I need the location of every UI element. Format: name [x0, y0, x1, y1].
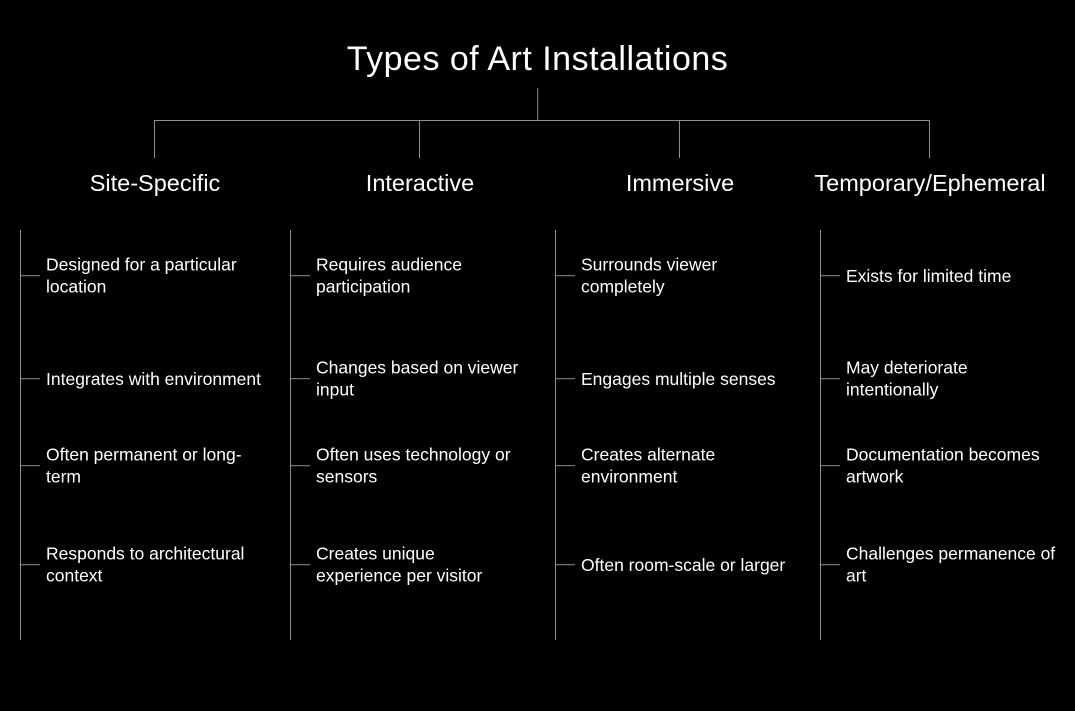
- category-connector-temporary: [929, 120, 930, 158]
- item-immersive-1: Engages multiple senses: [555, 359, 795, 399]
- item-text: Responds to architectural context: [46, 543, 270, 588]
- item-text: Surrounds viewer completely: [581, 254, 795, 299]
- item-tick: [20, 378, 40, 379]
- item-tick: [20, 465, 40, 466]
- item-interactive-1: Changes based on viewer input: [290, 359, 525, 399]
- category-label-site-specific: Site-Specific: [90, 170, 221, 197]
- item-tick: [820, 378, 840, 379]
- item-text: Engages multiple senses: [581, 368, 795, 390]
- column-immersive: Surrounds viewer completely Engages multi…: [555, 230, 795, 640]
- item-text: Documentation becomes artwork: [846, 444, 1060, 489]
- item-site-specific-1: Integrates with environment: [20, 359, 270, 399]
- item-temporary-1: May deteriorate intentionally: [820, 359, 1060, 399]
- item-text: Creates unique experience per visitor: [316, 543, 525, 588]
- item-site-specific-3: Responds to architectural context: [20, 545, 270, 585]
- item-immersive-0: Surrounds viewer completely: [555, 256, 795, 296]
- trunk-line: [537, 88, 538, 120]
- item-tick: [555, 275, 575, 276]
- item-site-specific-0: Designed for a particular location: [20, 256, 270, 296]
- item-tick: [820, 465, 840, 466]
- item-temporary-0: Exists for limited time: [820, 256, 1060, 296]
- column-site-specific: Designed for a particular location Integr…: [20, 230, 270, 640]
- item-site-specific-2: Often permanent or long-term: [20, 446, 270, 486]
- category-label-interactive: Interactive: [366, 170, 474, 197]
- item-text: Requires audience participation: [316, 254, 525, 299]
- item-tick: [20, 564, 40, 565]
- category-connector-immersive: [679, 120, 680, 158]
- item-text: Often uses technology or sensors: [316, 444, 525, 489]
- item-temporary-2: Documentation becomes artwork: [820, 446, 1060, 486]
- item-tick: [290, 465, 310, 466]
- item-tick: [555, 465, 575, 466]
- column-interactive: Requires audience participation Changes b…: [290, 230, 525, 640]
- item-temporary-3: Challenges permanence of art: [820, 545, 1060, 585]
- item-text: Changes based on viewer input: [316, 357, 525, 402]
- item-immersive-3: Often room-scale or larger: [555, 545, 795, 585]
- item-text: May deteriorate intentionally: [846, 357, 1060, 402]
- horizontal-connector: [155, 120, 930, 121]
- item-text: Often room-scale or larger: [581, 554, 795, 576]
- category-label-temporary: Temporary/Ephemeral: [814, 170, 1045, 197]
- item-tick: [290, 275, 310, 276]
- category-connector-site-specific: [154, 120, 155, 158]
- root-label: Types of Art Installations: [0, 40, 1075, 79]
- item-text: Creates alternate environment: [581, 444, 795, 489]
- item-tick: [290, 378, 310, 379]
- item-interactive-0: Requires audience participation: [290, 256, 525, 296]
- category-connector-interactive: [419, 120, 420, 158]
- item-text: Often permanent or long-term: [46, 444, 270, 489]
- item-text: Exists for limited time: [846, 265, 1060, 287]
- item-interactive-3: Creates unique experience per visitor: [290, 545, 525, 585]
- diagram-root: Types of Art Installations Site-Specific D…: [0, 0, 1075, 711]
- category-label-immersive: Immersive: [626, 170, 734, 197]
- item-tick: [555, 564, 575, 565]
- item-immersive-2: Creates alternate environment: [555, 446, 795, 486]
- item-text: Challenges permanence of art: [846, 543, 1060, 588]
- item-tick: [820, 275, 840, 276]
- item-text: Designed for a particular location: [46, 254, 270, 299]
- item-interactive-2: Often uses technology or sensors: [290, 446, 525, 486]
- item-tick: [290, 564, 310, 565]
- item-tick: [820, 564, 840, 565]
- item-tick: [20, 275, 40, 276]
- column-temporary: Exists for limited time May deteriorate i…: [820, 230, 1060, 640]
- item-text: Integrates with environment: [46, 368, 270, 390]
- item-tick: [555, 378, 575, 379]
